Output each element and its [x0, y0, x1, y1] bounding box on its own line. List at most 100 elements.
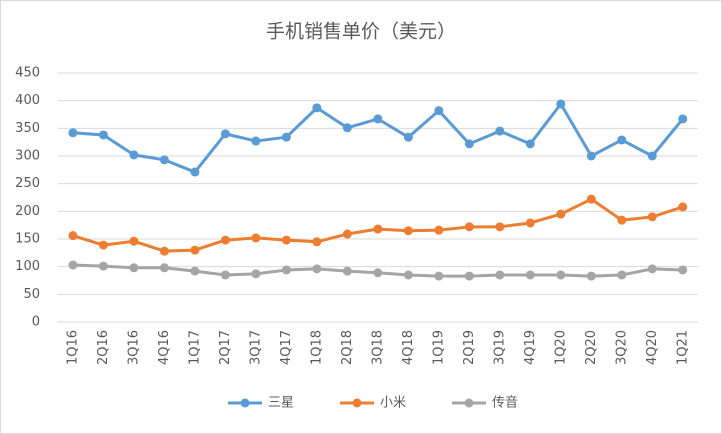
point [586, 271, 596, 281]
x-tick-label: 2Q19 [462, 330, 477, 365]
point [251, 269, 261, 279]
point [312, 103, 322, 113]
point [251, 233, 261, 243]
point [68, 128, 78, 138]
point [495, 222, 505, 232]
point [434, 225, 444, 235]
point [434, 106, 444, 116]
x-tick-label: 4Q19 [523, 330, 538, 365]
y-tick-label: 400 [15, 93, 40, 108]
point [281, 265, 291, 275]
point [281, 235, 291, 245]
point [586, 194, 596, 204]
point [464, 222, 474, 232]
point [678, 202, 688, 212]
point [678, 265, 688, 275]
legend-marker [352, 398, 362, 408]
point [159, 246, 169, 256]
y-tick-label: 0 [32, 315, 40, 330]
point [159, 263, 169, 273]
x-tick-label: 4Q17 [279, 330, 294, 365]
x-tick-label: 3Q17 [248, 330, 263, 365]
point [68, 231, 78, 241]
point [190, 245, 200, 255]
point [434, 271, 444, 281]
x-tick-label: 4Q20 [645, 330, 660, 365]
x-tick-label: 3Q20 [614, 330, 629, 365]
point [525, 218, 535, 228]
point [403, 270, 413, 280]
x-tick-label: 3Q19 [492, 330, 507, 365]
y-tick-label: 200 [15, 204, 40, 219]
legend-marker [464, 398, 474, 408]
point [159, 155, 169, 165]
point [220, 270, 230, 280]
point [98, 261, 108, 271]
point [464, 271, 474, 281]
point [68, 260, 78, 270]
point [525, 270, 535, 280]
x-tick-label: 1Q18 [309, 330, 324, 365]
point [190, 266, 200, 276]
point [281, 132, 291, 142]
x-tick-label: 1Q16 [65, 330, 80, 365]
point [617, 270, 627, 280]
x-tick-label: 4Q16 [157, 330, 172, 365]
x-tick-label: 1Q20 [553, 330, 568, 365]
point [129, 150, 139, 160]
legend-label: 传音 [492, 395, 518, 411]
y-tick-label: 100 [15, 259, 40, 274]
point [556, 209, 566, 219]
point [251, 136, 261, 146]
legend-marker [240, 398, 250, 408]
point [129, 236, 139, 246]
point [464, 139, 474, 149]
y-tick-label: 300 [15, 149, 40, 164]
x-tick-label: 1Q21 [675, 330, 690, 365]
y-tick-label: 50 [23, 287, 40, 302]
legend-label: 三星 [268, 396, 294, 411]
point [373, 268, 383, 278]
point [220, 129, 230, 139]
x-tick-label: 2Q16 [96, 330, 111, 365]
point [495, 270, 505, 280]
y-tick-label: 350 [15, 121, 40, 136]
point [556, 270, 566, 280]
point [617, 215, 627, 225]
x-tick-label: 2Q17 [218, 330, 233, 365]
x-tick-label: 1Q19 [431, 330, 446, 365]
point [220, 235, 230, 245]
point [647, 264, 657, 274]
point [373, 224, 383, 234]
x-tick-label: 2Q18 [340, 330, 355, 365]
x-tick-label: 3Q18 [370, 330, 385, 365]
y-tick-label: 150 [15, 232, 40, 247]
chart-title: 手机销售单价（美元） [266, 21, 456, 43]
x-tick-label: 2Q20 [584, 330, 599, 365]
point [403, 226, 413, 236]
point [495, 126, 505, 136]
point [98, 240, 108, 250]
point [129, 263, 139, 273]
point [647, 212, 657, 222]
y-tick-label: 250 [15, 176, 40, 191]
point [586, 151, 596, 161]
point [312, 237, 322, 247]
point [373, 114, 383, 124]
point [556, 99, 566, 109]
point [312, 264, 322, 274]
point [525, 139, 535, 149]
point [617, 135, 627, 145]
legend-label: 小米 [380, 396, 406, 411]
point [98, 130, 108, 140]
point [678, 114, 688, 124]
x-tick-label: 4Q18 [401, 330, 416, 365]
x-tick-label: 3Q16 [126, 330, 141, 365]
point [342, 266, 352, 276]
point [342, 229, 352, 239]
point [190, 167, 200, 177]
y-tick-label: 450 [15, 66, 40, 81]
x-tick-label: 1Q17 [187, 330, 202, 365]
